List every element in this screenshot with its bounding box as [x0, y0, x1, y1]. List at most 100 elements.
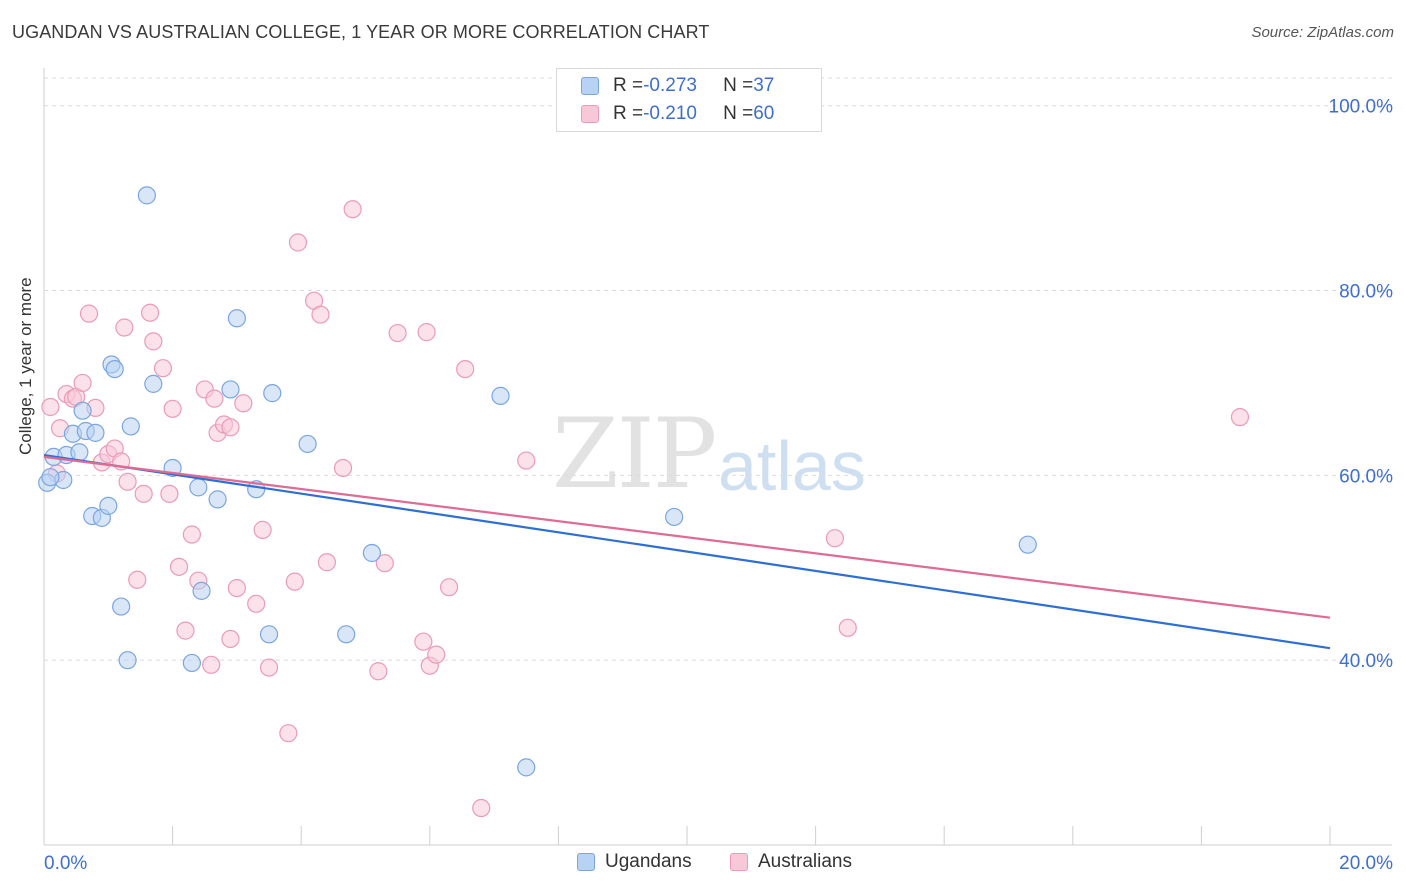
australians-point: [41, 397, 60, 417]
australians-point: [456, 359, 475, 379]
australians-point: [128, 570, 147, 589]
ugandans-point: [182, 653, 201, 673]
ugandans-points: [38, 186, 1037, 777]
ugandans-point: [70, 443, 89, 462]
axes: [43, 68, 1392, 846]
ugandans-point: [208, 490, 227, 509]
legend-r-label: R =: [613, 103, 644, 124]
australians-point: [134, 484, 153, 503]
australians-point: [838, 618, 857, 637]
ugandans-swatch: [577, 853, 595, 871]
australians-point: [472, 798, 491, 818]
australians-point: [285, 572, 304, 591]
gridlines: [44, 77, 1392, 661]
australians-point: [439, 578, 459, 597]
legend-r-value: -0.210: [643, 103, 697, 124]
legend-row-ugandans: R = -0.273 N = 37: [581, 74, 774, 98]
ugandans-point: [491, 386, 510, 405]
australians-point: [153, 359, 173, 378]
australians-point: [288, 233, 308, 252]
ugandans-trend-line: [43, 453, 1331, 650]
australians-point: [311, 305, 330, 324]
ugandans-point: [362, 543, 382, 563]
australians-point: [160, 484, 179, 503]
australians-point: [79, 304, 99, 323]
legend-n-value: 60: [753, 103, 775, 124]
ugandans-point: [227, 309, 246, 328]
y-tick-label: 80.0%: [1339, 282, 1393, 303]
legend-n-label: N =: [723, 75, 754, 96]
australians-point: [517, 451, 536, 470]
tick-labels: 40.0% 60.0% 80.0% 100.0% 0.0% 20.0%: [44, 97, 1393, 874]
ugandans-point: [221, 380, 240, 399]
australians-point: [427, 645, 446, 664]
australians-swatch: [581, 105, 599, 123]
y-tick-label: 40.0%: [1339, 651, 1393, 672]
ugandans-point: [144, 374, 163, 393]
australians-swatch: [730, 853, 748, 871]
australians-point: [417, 323, 436, 342]
series-name-australians: Australians: [758, 851, 852, 872]
correlation-legend: R = -0.273 N = 37 R = -0.210 N = 60: [556, 68, 822, 132]
series-legend-ugandans: Ugandans: [577, 851, 692, 873]
australians-point: [182, 525, 201, 544]
australians-point: [414, 632, 433, 651]
australians-point: [1230, 408, 1250, 427]
australians-point: [115, 318, 134, 337]
legend-r-value: -0.273: [643, 75, 697, 96]
australians-point: [388, 323, 407, 343]
australians-point: [169, 557, 189, 576]
australians-point: [375, 554, 394, 573]
ugandans-swatch: [581, 77, 599, 95]
series-name-ugandans: Ugandans: [605, 851, 692, 872]
ugandans-point: [137, 186, 156, 205]
ugandans-point: [121, 417, 140, 436]
australians-point: [140, 303, 160, 322]
ugandans-point: [41, 468, 60, 487]
watermark-atlas: atlas: [718, 427, 866, 505]
australians-point: [227, 579, 246, 598]
y-tick-label: 60.0%: [1339, 466, 1393, 487]
australians-trend-line: [43, 455, 1331, 619]
legend-r-label: R =: [613, 75, 644, 96]
australians-point: [73, 373, 92, 393]
australians-points: [41, 200, 1250, 818]
x-tick-label: 20.0%: [1339, 853, 1393, 874]
ugandans-point: [189, 478, 208, 497]
australians-point: [333, 458, 353, 478]
ugandans-point: [192, 581, 211, 600]
ugandans-point: [337, 625, 356, 644]
australians-point: [259, 658, 279, 677]
australians-point: [221, 629, 240, 649]
australians-point: [247, 594, 266, 613]
ugandans-point: [73, 401, 92, 420]
legend-row-australians: R = -0.210 N = 60: [581, 102, 774, 126]
x-tick-label: 0.0%: [44, 853, 87, 874]
source-label: Source: ZipAtlas.com: [1251, 24, 1394, 41]
series-legend-australians: Australians: [730, 851, 852, 873]
ugandans-point: [298, 434, 317, 454]
australians-point: [163, 399, 182, 418]
watermark-zip: ZIP: [552, 398, 717, 510]
australians-point: [202, 655, 221, 674]
chart-title: UGANDAN VS AUSTRALIAN COLLEGE, 1 YEAR OR…: [12, 22, 710, 42]
ugandans-point: [86, 423, 105, 442]
australians-point: [234, 394, 253, 413]
australians-point: [144, 332, 163, 351]
australians-point: [176, 621, 195, 640]
australians-point: [369, 662, 388, 681]
y-axis-label: College, 1 year or more: [16, 277, 35, 455]
ugandans-point: [118, 651, 137, 670]
ugandans-point: [259, 625, 279, 644]
australians-point: [343, 200, 362, 219]
ugandans-point: [1018, 535, 1037, 554]
ugandans-point: [517, 758, 536, 777]
ugandans-point: [263, 384, 282, 403]
ugandans-point: [105, 359, 124, 379]
australians-point: [279, 724, 298, 743]
australians-point: [317, 553, 337, 572]
australians-point: [253, 520, 272, 539]
legend-n-value: 37: [753, 75, 775, 96]
ugandans-point: [112, 597, 131, 616]
